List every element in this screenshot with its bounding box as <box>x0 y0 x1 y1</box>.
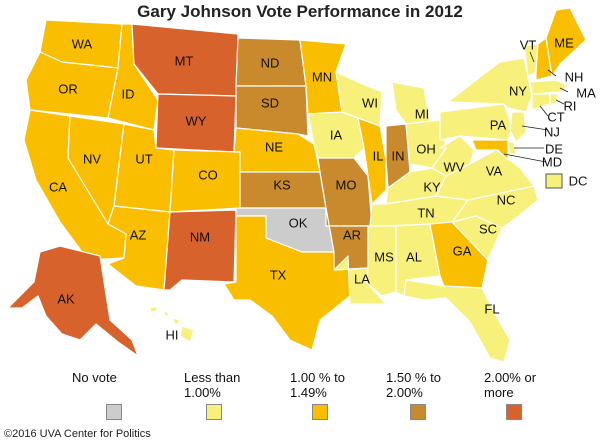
label-wi: WI <box>362 95 378 110</box>
state-ri[interactable] <box>549 93 559 105</box>
label-ak: AK <box>57 291 75 306</box>
label-mi: MI <box>415 106 429 121</box>
state-de[interactable] <box>507 141 517 155</box>
label-wa: WA <box>72 36 93 51</box>
state-md[interactable] <box>471 139 509 161</box>
legend-swatch <box>506 404 522 420</box>
legend-label: 1.00 % to 1.49% <box>290 370 345 400</box>
state-tx[interactable] <box>223 215 351 351</box>
label-va: VA <box>486 163 503 178</box>
legend-label: 1.50 % to 2.00% <box>386 370 441 400</box>
label-ma: MA <box>576 85 596 100</box>
credit-line: ©2016 UVA Center for Politics <box>4 428 151 440</box>
state-ct[interactable] <box>531 93 551 111</box>
state-hi[interactable] <box>149 305 195 343</box>
label-co: CO <box>198 167 218 182</box>
state-nc[interactable] <box>451 185 539 229</box>
label-tn: TN <box>417 205 434 220</box>
state-labels: WA OR CA NV ID MT WY UT AZ CO NM ND SD N… <box>49 35 596 342</box>
label-ne: NE <box>265 139 283 154</box>
legend-item-less-than-1: Less than 1.00% <box>184 370 264 420</box>
state-nm[interactable] <box>163 209 237 291</box>
label-wv: WV <box>444 159 465 174</box>
label-il: IL <box>373 148 384 163</box>
legend-item-150-to-2: 1.50 % to 2.00% <box>386 370 466 420</box>
state-dc[interactable] <box>545 173 563 189</box>
state-me[interactable] <box>545 7 587 77</box>
label-ga: GA <box>453 243 472 258</box>
legend-item-1-to-149: 1.00 % to 1.49% <box>290 370 370 420</box>
state-wv[interactable] <box>431 135 475 177</box>
leader-lines <box>503 51 569 163</box>
label-mn: MN <box>312 69 332 84</box>
label-de: DE <box>545 141 563 156</box>
label-hi: HI <box>166 327 179 342</box>
label-ca: CA <box>49 179 67 194</box>
label-or: OR <box>58 81 78 96</box>
label-ri: RI <box>564 98 577 113</box>
legend-label: Less than 1.00% <box>184 370 241 400</box>
label-ms: MS <box>374 249 394 264</box>
map-title: Gary Johnson Vote Performance in 2012 <box>137 2 463 21</box>
label-ut: UT <box>135 151 152 166</box>
label-nj: NJ <box>544 124 560 139</box>
label-ky: KY <box>423 179 441 194</box>
label-mt: MT <box>175 53 194 68</box>
label-dc: DC <box>569 173 588 188</box>
legend-swatch <box>410 404 426 420</box>
label-ar: AR <box>343 227 361 242</box>
label-nm: NM <box>190 229 210 244</box>
legend-label: 2.00% or more <box>484 370 537 400</box>
label-md: MD <box>542 154 562 169</box>
label-ct: CT <box>547 109 564 124</box>
label-nc: NC <box>497 192 516 207</box>
state-ma[interactable] <box>529 79 569 95</box>
label-sd: SD <box>261 95 279 110</box>
state-sd[interactable] <box>235 85 309 137</box>
label-nv: NV <box>83 151 101 166</box>
state-va[interactable] <box>435 149 535 201</box>
state-fl[interactable] <box>403 279 511 363</box>
label-fl: FL <box>484 301 499 316</box>
legend-label: No vote <box>72 370 117 385</box>
label-nh: NH <box>565 69 584 84</box>
state-nh[interactable] <box>535 37 553 81</box>
state-nj[interactable] <box>509 111 527 143</box>
legend-item-no-vote: No vote <box>72 370 152 420</box>
state-ak[interactable] <box>7 245 139 357</box>
label-in: IN <box>392 148 405 163</box>
label-la: LA <box>354 271 370 286</box>
label-tx: TX <box>270 267 287 282</box>
label-nd: ND <box>261 55 280 70</box>
label-oh: OH <box>416 141 436 156</box>
label-pa: PA <box>490 117 507 132</box>
label-vt: VT <box>520 37 537 52</box>
label-ks: KS <box>273 177 291 192</box>
label-wy: WY <box>186 113 207 128</box>
legend-swatch <box>206 404 222 420</box>
label-ny: NY <box>509 83 527 98</box>
label-mo: MO <box>336 177 357 192</box>
label-sc: SC <box>479 221 497 236</box>
label-id: ID <box>122 86 135 101</box>
label-me: ME <box>554 35 574 50</box>
label-ok: OK <box>289 215 308 230</box>
label-az: AZ <box>130 227 147 242</box>
legend-item-2-plus: 2.00% or more <box>484 370 564 420</box>
label-al: AL <box>406 249 422 264</box>
state-il[interactable] <box>357 117 387 205</box>
legend-swatch <box>106 404 122 420</box>
legend-swatch <box>312 404 328 420</box>
label-ia: IA <box>330 127 343 142</box>
